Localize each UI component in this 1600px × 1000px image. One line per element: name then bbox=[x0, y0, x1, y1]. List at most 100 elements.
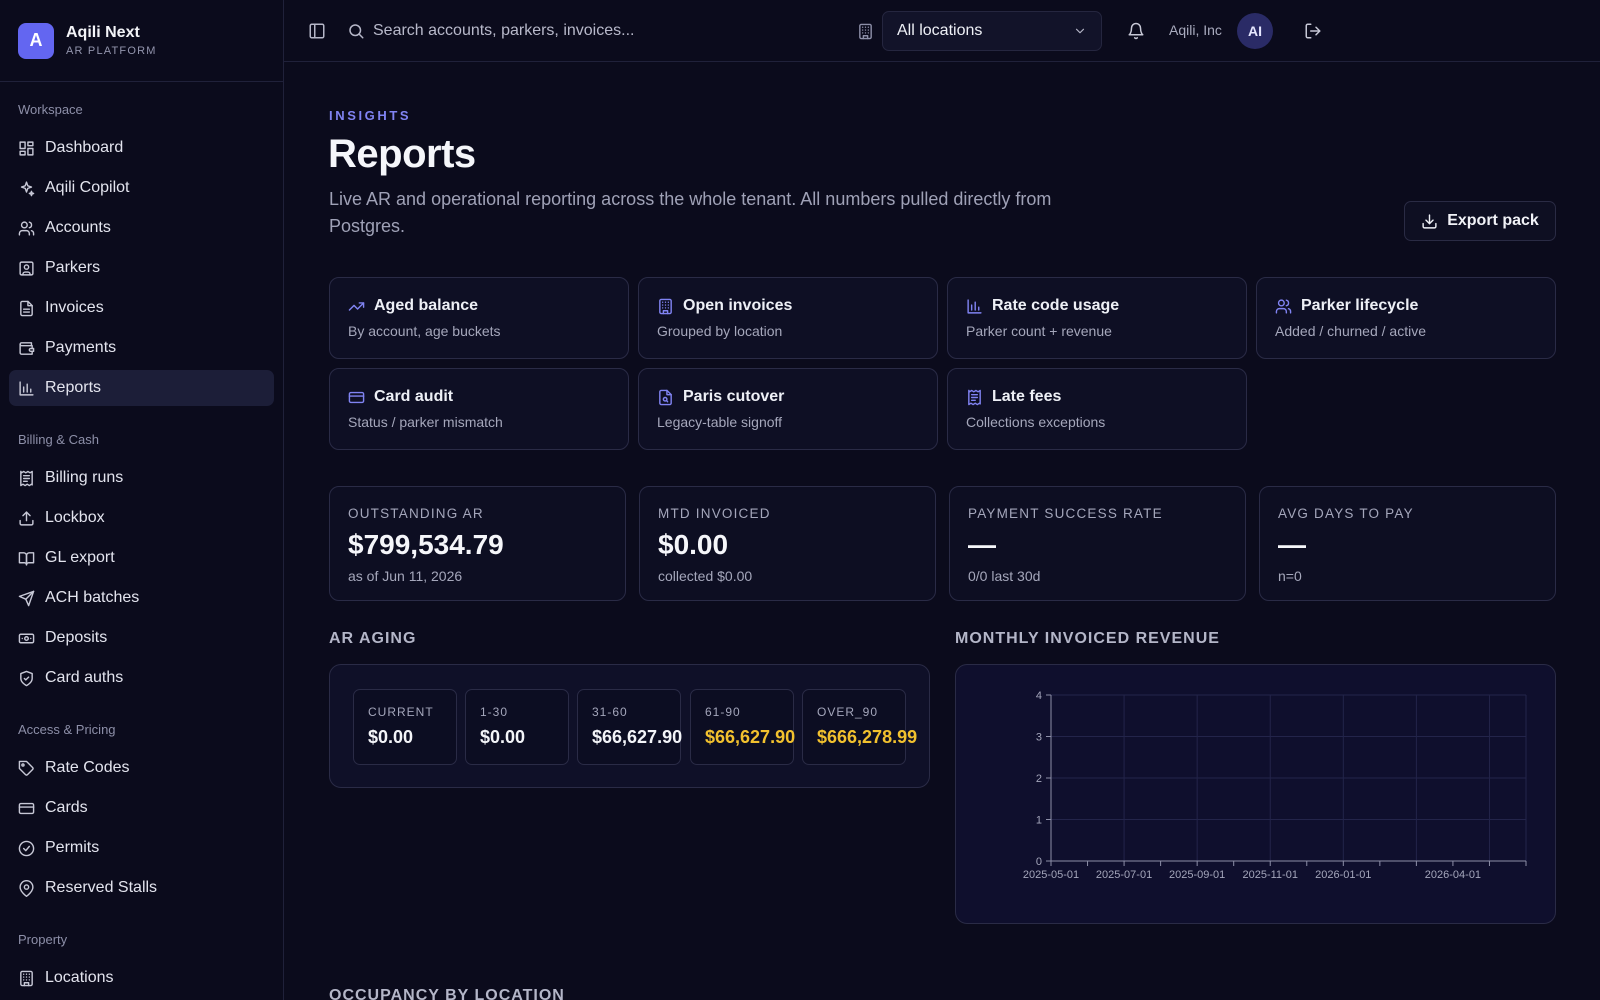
aging-bucket-value: $666,278.99 bbox=[817, 727, 918, 747]
dashboard-icon bbox=[18, 140, 35, 157]
revenue-chart-panel: 0 1 2 3 4 2025-05-01 2025-07-01 2025-09-01 2025-… bbox=[955, 664, 1556, 924]
aging-bucket-31-60: 31-60 $66,627.90 bbox=[577, 689, 683, 765]
badge-check-icon bbox=[18, 840, 35, 857]
report-card-parker-lifecycle[interactable]: Parker lifecycle Added / churned / active bbox=[1256, 277, 1556, 359]
chart-y-tick-label: 0 bbox=[1036, 856, 1042, 868]
sidebar-item-ach-batches[interactable]: ACH batches bbox=[9, 580, 274, 616]
location-select-value: All locations bbox=[897, 22, 983, 39]
nav-gap bbox=[9, 910, 274, 928]
sidebar-toggle-icon[interactable] bbox=[308, 22, 326, 40]
kpi-value: $799,534.79 bbox=[348, 529, 504, 560]
report-card-title: Paris cutover bbox=[683, 388, 785, 405]
sidebar-item-label: Aqili Copilot bbox=[45, 179, 130, 196]
aging-bucket-label: 1-30 bbox=[480, 705, 509, 719]
kpi-label: AVG DAYS TO PAY bbox=[1278, 506, 1414, 521]
report-card-card-audit[interactable]: Card audit Status / parker mismatch bbox=[329, 368, 629, 450]
file-search-icon bbox=[657, 389, 674, 406]
report-card-subtitle: Legacy-table signoff bbox=[657, 414, 783, 430]
aging-bucket-value: $0.00 bbox=[368, 727, 414, 747]
bell-icon[interactable] bbox=[1127, 22, 1145, 40]
users-icon bbox=[1275, 298, 1292, 315]
search-input[interactable] bbox=[373, 18, 733, 44]
building-icon bbox=[857, 23, 874, 40]
kpi-value: — bbox=[1278, 529, 1306, 560]
aging-bucket-value: $66,627.90 bbox=[592, 727, 683, 747]
contact-icon bbox=[18, 260, 35, 277]
brand[interactable]: A Aqili Next AR PLATFORM bbox=[0, 0, 283, 82]
report-card-aged-balance[interactable]: Aged balance By account, age buckets bbox=[329, 277, 629, 359]
aging-bucket-label: 61-90 bbox=[705, 705, 741, 719]
ar-aging-title: AR AGING bbox=[329, 630, 417, 647]
kpi-card-payment-success-rate: PAYMENT SUCCESS RATE — 0/0 last 30d bbox=[949, 486, 1246, 601]
report-card-title: Rate code usage bbox=[992, 297, 1120, 314]
nav-section-workspace: Workspace bbox=[18, 102, 83, 117]
shield-icon bbox=[18, 670, 35, 687]
kpi-card-outstanding-ar: OUTSTANDING AR $799,534.79 as of Jun 11, 2… bbox=[329, 486, 626, 601]
users-icon bbox=[18, 220, 35, 237]
report-card-subtitle: Added / churned / active bbox=[1275, 323, 1426, 339]
org-name: Aqili, Inc bbox=[1169, 22, 1222, 38]
wallet-icon bbox=[18, 340, 35, 357]
kpi-sub: n=0 bbox=[1278, 568, 1302, 584]
tag-icon bbox=[18, 760, 35, 777]
bar-chart-icon bbox=[18, 380, 35, 397]
sidebar-item-card-auths[interactable]: Card auths bbox=[9, 660, 274, 696]
credit-card-icon bbox=[18, 800, 35, 817]
report-card-rate-code-usage[interactable]: Rate code usage Parker count + revenue bbox=[947, 277, 1247, 359]
report-card-header: Aged balance bbox=[348, 297, 610, 315]
report-card-title: Parker lifecycle bbox=[1301, 297, 1419, 314]
sidebar-item-label: GL export bbox=[45, 549, 115, 566]
search-icon bbox=[349, 24, 364, 39]
report-card-paris-cutover[interactable]: Paris cutover Legacy-table signoff bbox=[638, 368, 938, 450]
sidebar-item-payments[interactable]: Payments bbox=[9, 330, 274, 366]
report-card-late-fees[interactable]: Late fees Collections exceptions bbox=[947, 368, 1247, 450]
avatar[interactable]: AI bbox=[1237, 13, 1273, 49]
nav-gap bbox=[9, 410, 274, 428]
aging-bucket-value: $66,627.90 bbox=[705, 727, 796, 747]
nav-section-access-pricing: Access & Pricing bbox=[18, 722, 116, 737]
sidebar-item-accounts[interactable]: Accounts bbox=[9, 210, 274, 246]
receipt-icon bbox=[966, 389, 983, 406]
kpi-label: PAYMENT SUCCESS RATE bbox=[968, 506, 1163, 521]
receipt-icon bbox=[18, 470, 35, 487]
sidebar-item-rate-codes[interactable]: Rate Codes bbox=[9, 750, 274, 786]
kpi-card-mtd-invoiced: MTD INVOICED $0.00 collected $0.00 bbox=[639, 486, 936, 601]
sidebar-item-aqili-copilot[interactable]: Aqili Copilot bbox=[9, 170, 274, 206]
file-text-icon bbox=[18, 300, 35, 317]
logout-icon[interactable] bbox=[1304, 22, 1322, 40]
sidebar-item-label: Reserved Stalls bbox=[45, 879, 158, 896]
report-card-open-invoices[interactable]: Open invoices Grouped by location bbox=[638, 277, 938, 359]
sidebar-item-gl-export[interactable]: GL export bbox=[9, 540, 274, 576]
sidebar-item-invoices[interactable]: Invoices bbox=[9, 290, 274, 326]
sidebar-item-locations[interactable]: Locations bbox=[9, 960, 274, 996]
bar-chart-icon bbox=[966, 298, 983, 315]
report-card-title: Open invoices bbox=[683, 297, 793, 314]
revenue-chart: 0 1 2 3 4 2025-05-01 2025-07-01 2025-09-01 2025-… bbox=[1023, 690, 1527, 881]
kpi-value: $0.00 bbox=[658, 529, 729, 560]
sidebar-item-billing-runs[interactable]: Billing runs bbox=[9, 460, 274, 496]
export-pack-button[interactable]: Export pack bbox=[1404, 201, 1556, 241]
sidebar-item-label: Card auths bbox=[45, 669, 124, 686]
sidebar-item-parkers[interactable]: Parkers bbox=[9, 250, 274, 286]
sidebar-item-label: Billing runs bbox=[45, 469, 124, 486]
location-select[interactable]: All locations bbox=[882, 11, 1102, 51]
sidebar-item-cards[interactable]: Cards bbox=[9, 790, 274, 826]
sidebar-item-deposits[interactable]: Deposits bbox=[9, 620, 274, 656]
trending-up-icon bbox=[348, 298, 365, 315]
aging-bucket-1-30: 1-30 $0.00 bbox=[465, 689, 569, 765]
report-card-subtitle: By account, age buckets bbox=[348, 323, 501, 339]
sidebar-item-dashboard[interactable]: Dashboard bbox=[9, 130, 274, 166]
sidebar-item-reserved-stalls[interactable]: Reserved Stalls bbox=[9, 870, 274, 906]
report-card-title: Aged balance bbox=[374, 297, 479, 314]
aging-bucket-label: 31-60 bbox=[592, 705, 628, 719]
sidebar-item-permits[interactable]: Permits bbox=[9, 830, 274, 866]
page-title: Reports bbox=[328, 132, 476, 176]
top-bar: All locations Aqili, Inc AI bbox=[284, 0, 1600, 62]
kpi-label: OUTSTANDING AR bbox=[348, 506, 484, 521]
kpi-sub: collected $0.00 bbox=[658, 568, 753, 584]
kpi-label: MTD INVOICED bbox=[658, 506, 771, 521]
sidebar-item-reports[interactable]: Reports bbox=[9, 370, 274, 406]
sidebar-item-label: Invoices bbox=[45, 299, 104, 316]
chart-y-tick-label: 1 bbox=[1036, 815, 1042, 827]
sidebar-item-lockbox[interactable]: Lockbox bbox=[9, 500, 274, 536]
